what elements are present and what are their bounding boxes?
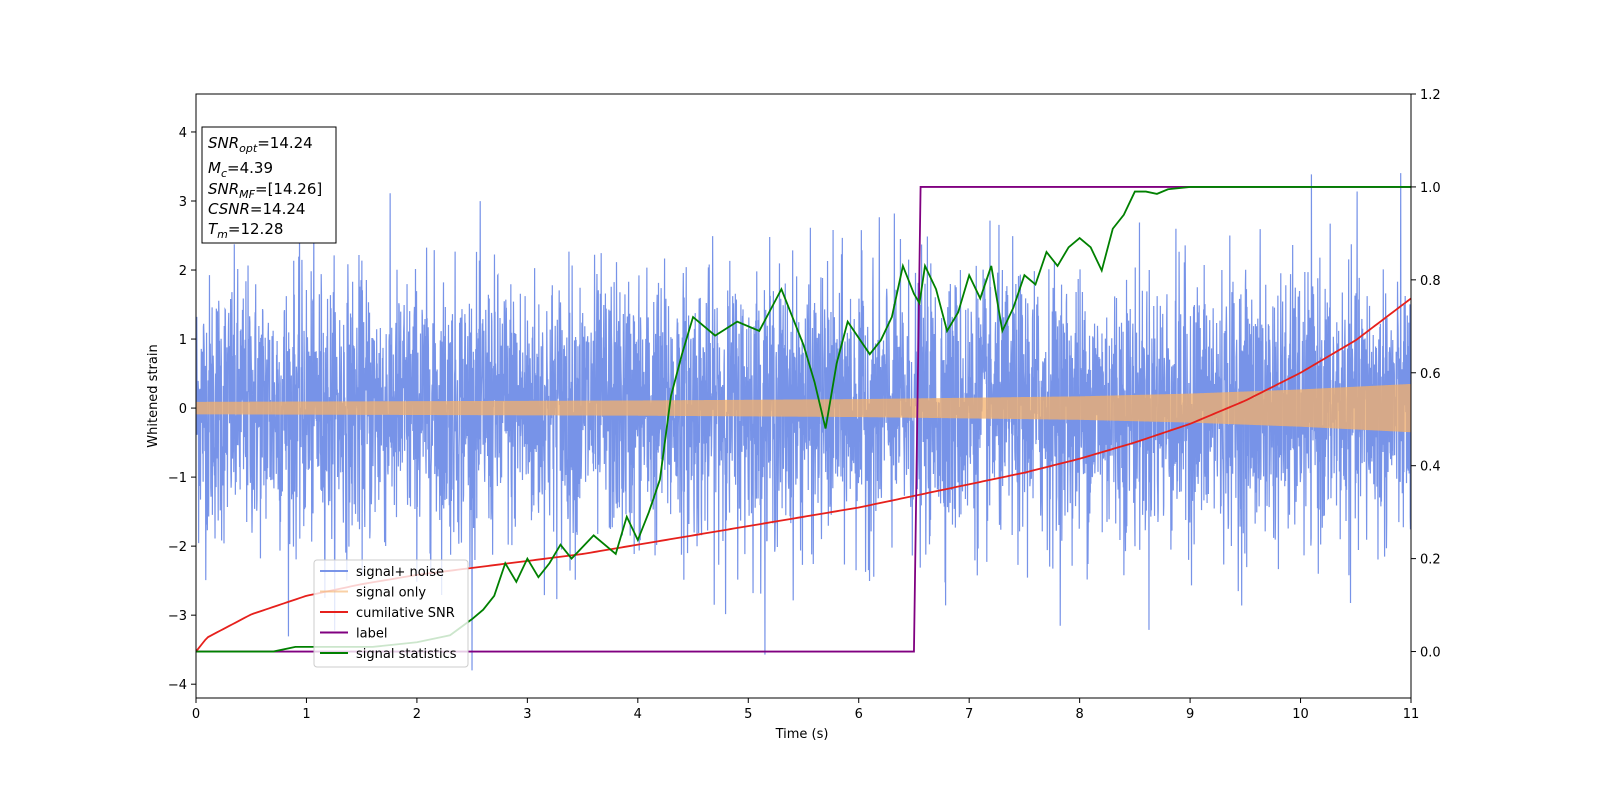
y-left-tick-label: −4	[168, 678, 187, 693]
y-axis-left: −4 −3 −2 −1 0 1 2 3 4	[168, 126, 196, 693]
x-axis: 0 1 2 3 4 5 6 7 8 9 10 11	[192, 698, 1419, 722]
y-right-tick-label: 0.4	[1420, 460, 1441, 475]
annotation-box: SNRopt=14.24 Mc=4.39SNRMF=[14.26]CSNR=14.…	[201, 126, 337, 244]
y-left-tick-label: 2	[179, 264, 187, 279]
annotation-line: SNRopt=14.24	[208, 134, 313, 155]
series-signal-only	[196, 383, 1411, 433]
legend-entry: signal only	[356, 586, 426, 601]
plot-frame	[195, 93, 1412, 699]
y-left-tick-label: 1	[179, 333, 187, 348]
y-axis-label: Whitened strain	[146, 344, 161, 447]
y-right-tick-label: 0.0	[1420, 646, 1441, 661]
x-tick-label: 8	[1075, 707, 1083, 722]
annotation-line: SNRMF=[14.26]	[208, 180, 322, 201]
y-left-tick-label: −1	[168, 471, 187, 486]
y-axis-right: 0.0 0.2 0.4 0.6 0.8 1.0 1.2	[1411, 88, 1441, 661]
series-label	[196, 186, 1411, 653]
annotation-line: CSNR=14.24	[208, 200, 305, 218]
series-signal-noise	[196, 173, 1411, 671]
annotation-frame	[201, 126, 337, 244]
legend-entry: signal statistics	[356, 647, 457, 662]
x-tick-label: 10	[1292, 707, 1309, 722]
legend-entry: label	[356, 627, 387, 642]
x-tick-label: 1	[302, 707, 310, 722]
legend-entry: cumilative SNR	[356, 606, 455, 621]
annotation-line: Tm=12.28	[208, 220, 283, 241]
x-tick-label: 11	[1403, 707, 1420, 722]
x-tick-label: 0	[192, 707, 200, 722]
legend: signal+ noise signal only cumilative SNR la…	[313, 559, 469, 668]
y-right-tick-label: 0.8	[1420, 274, 1441, 289]
x-tick-label: 6	[855, 707, 863, 722]
series-signal-statistics	[196, 186, 1411, 653]
y-left-tick-label: 4	[179, 126, 187, 141]
x-tick-label: 9	[1186, 707, 1194, 722]
y-right-tick-label: 1.2	[1420, 88, 1441, 103]
y-left-tick-label: −2	[168, 540, 187, 555]
x-tick-label: 4	[634, 707, 642, 722]
y-left-tick-label: 0	[179, 402, 187, 417]
x-tick-label: 3	[523, 707, 531, 722]
y-right-tick-label: 0.6	[1420, 367, 1441, 382]
x-tick-label: 7	[965, 707, 973, 722]
x-axis-label: Time (s)	[775, 727, 829, 742]
y-right-tick-label: 0.2	[1420, 553, 1441, 568]
legend-frame	[313, 559, 469, 668]
y-right-tick-label: 1.0	[1420, 181, 1441, 196]
x-tick-label: 5	[744, 707, 752, 722]
legend-entry: signal+ noise	[356, 565, 444, 580]
y-left-tick-label: −3	[168, 609, 187, 624]
x-tick-label: 2	[413, 707, 421, 722]
y-left-tick-label: 3	[179, 195, 187, 210]
annotation-line: Mc=4.39	[208, 159, 273, 180]
